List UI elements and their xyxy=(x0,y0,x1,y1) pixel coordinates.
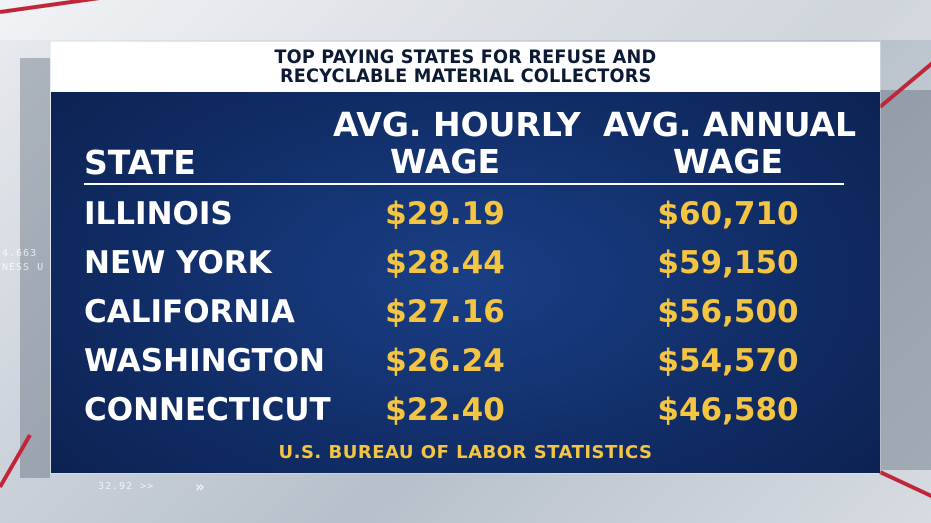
bg-ticker-text-3: 32.92 >> xyxy=(98,481,155,492)
annual-wage-cell: $56,500 xyxy=(657,294,799,330)
bg-right-panel xyxy=(880,90,931,470)
column-header-state: STATE xyxy=(84,143,196,182)
annual-wage-cell: $54,570 xyxy=(657,343,799,379)
column-header-annual-line-2: WAGE xyxy=(672,142,784,181)
table-row: ILLINOIS $29.19 $60,710 xyxy=(51,191,880,240)
bg-red-line-bottom-right xyxy=(879,470,931,500)
source-credit: U.S. BUREAU OF LABOR STATISTICS xyxy=(278,442,653,463)
table-header: STATE AVG. HOURLY WAGE AVG. ANNUAL WAGE xyxy=(51,104,880,222)
state-cell: CALIFORNIA xyxy=(84,294,295,330)
state-cell: CONNECTICUT xyxy=(84,392,331,428)
hourly-wage-cell: $27.16 xyxy=(385,294,505,330)
annual-wage-cell: $46,580 xyxy=(657,392,799,428)
bg-ticker-text-1: 4.663 xyxy=(2,248,38,259)
annual-wage-cell: $60,710 xyxy=(657,196,799,232)
header-divider xyxy=(84,183,844,185)
table-body: ILLINOIS $29.19 $60,710 NEW YORK $28.44 … xyxy=(51,191,880,436)
column-header-hourly-line-1: AVG. HOURLY xyxy=(333,105,581,144)
state-cell: ILLINOIS xyxy=(84,196,233,232)
bg-left-panel xyxy=(20,58,50,478)
bg-ticker-text-2: NESS U xyxy=(2,262,45,273)
column-header-annual: AVG. ANNUAL WAGE xyxy=(603,105,857,181)
column-header-hourly: AVG. HOURLY WAGE xyxy=(333,105,581,181)
wage-table-card: TOP PAYING STATES FOR REFUSE AND RECYCLA… xyxy=(51,42,880,473)
hourly-wage-cell: $29.19 xyxy=(385,196,505,232)
state-cell: NEW YORK xyxy=(84,245,272,281)
hourly-wage-cell: $26.24 xyxy=(385,343,505,379)
table-row: NEW YORK $28.44 $59,150 xyxy=(51,240,880,289)
annual-wage-cell: $59,150 xyxy=(657,245,799,281)
column-header-hourly-line-2: WAGE xyxy=(389,142,501,181)
title-line-1: TOP PAYING STATES FOR REFUSE AND xyxy=(274,46,657,68)
hourly-wage-cell: $28.44 xyxy=(385,245,505,281)
title-line-2: RECYCLABLE MATERIAL COLLECTORS xyxy=(279,65,652,87)
column-header-annual-line-1: AVG. ANNUAL xyxy=(603,105,857,144)
chevron-right-icon: » xyxy=(195,477,206,496)
hourly-wage-cell: $22.40 xyxy=(385,392,505,428)
title-bar: TOP PAYING STATES FOR REFUSE AND RECYCLA… xyxy=(51,42,880,92)
bg-top-band xyxy=(0,0,931,40)
table-row: WASHINGTON $26.24 $54,570 xyxy=(51,338,880,387)
table-row: CALIFORNIA $27.16 $56,500 xyxy=(51,289,880,338)
table-row: CONNECTICUT $22.40 $46,580 xyxy=(51,387,880,436)
state-cell: WASHINGTON xyxy=(84,343,325,379)
